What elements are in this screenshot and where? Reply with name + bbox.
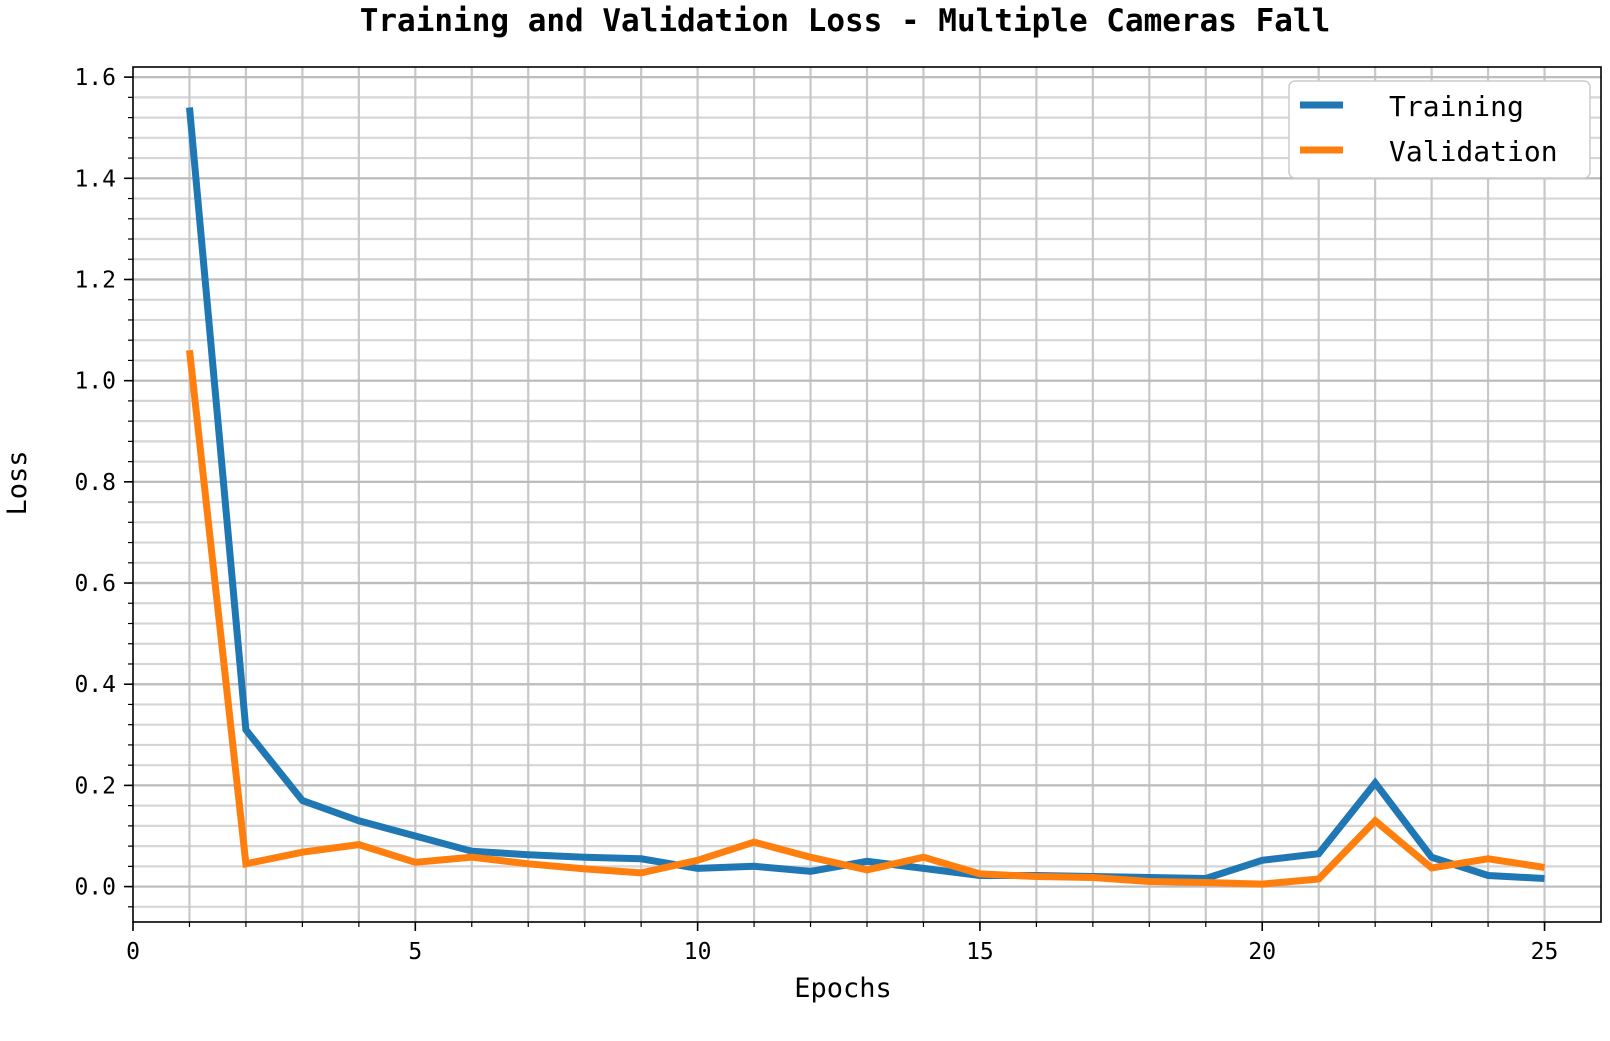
legend-label-validation: Validation: [1389, 135, 1558, 168]
legend-label-training: Training: [1389, 90, 1524, 123]
x-tick-label: 10: [684, 939, 712, 965]
y-tick-label: 1.2: [74, 267, 116, 293]
x-tick-label: 5: [408, 939, 422, 965]
y-tick-label: 0.2: [74, 773, 116, 799]
x-tick-label: 0: [126, 939, 140, 965]
y-tick-label: 0.8: [74, 470, 116, 496]
y-tick-label: 0.4: [74, 672, 116, 698]
y-tick-label: 1.4: [74, 166, 116, 192]
x-tick-label: 20: [1248, 939, 1276, 965]
y-tick-label: 0.6: [74, 571, 116, 597]
y-axis-label: Loss: [2, 450, 33, 515]
y-tick-label: 1.0: [74, 369, 116, 395]
legend: Training Validation: [1289, 81, 1590, 178]
y-tick-label: 1.6: [74, 65, 116, 91]
x-tick-label: 15: [966, 939, 994, 965]
chart-title: Training and Validation Loss - Multiple …: [360, 3, 1331, 39]
y-tick-label: 0.0: [74, 875, 116, 901]
x-tick-label: 25: [1531, 939, 1559, 965]
x-axis-label: Epochs: [794, 973, 892, 1004]
